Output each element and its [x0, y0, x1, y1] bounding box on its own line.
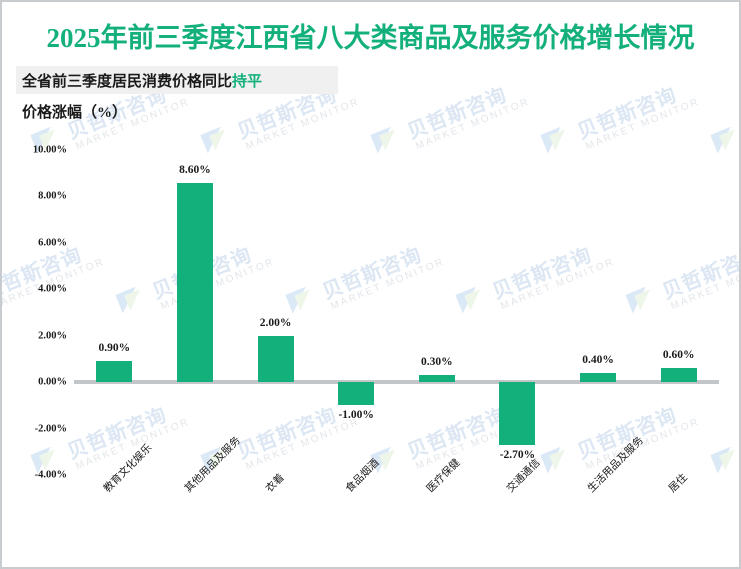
y-axis-title: 价格涨幅（%） — [22, 105, 128, 121]
x-axis-category-label: 医疗保健 — [424, 457, 463, 495]
bar — [580, 372, 617, 383]
bar — [257, 335, 294, 383]
bar-value-label: 2.00% — [259, 316, 292, 329]
bar-value-label: -2.70% — [499, 448, 536, 461]
x-axis-category-label: 居住 — [666, 472, 690, 495]
y-axis-tick-label: -4.00% — [34, 469, 67, 481]
bar-value-label: 0.90% — [98, 342, 131, 355]
bar — [176, 182, 213, 383]
bar-value-label: -1.00% — [338, 409, 374, 422]
y-axis-tick-label: 10.00% — [32, 144, 67, 156]
bar — [418, 375, 455, 383]
bar-value-label: 0.60% — [662, 349, 695, 362]
subtitle-highlight-text: 持平 — [232, 74, 263, 90]
y-axis-tick-label: 6.00% — [38, 237, 67, 249]
bar-value-label: 8.60% — [179, 163, 211, 176]
y-axis-tick-label: 4.00% — [38, 283, 67, 295]
x-axis-category-label: 食品烟酒 — [344, 457, 382, 495]
bar — [338, 382, 375, 406]
zero-axis-line — [74, 380, 719, 385]
x-axis-category-label: 其他用品及服务 — [183, 435, 243, 495]
subtitle: 全省前三季度居民消费价格同比持平 — [22, 70, 262, 91]
bar-value-label: 0.40% — [582, 353, 614, 366]
subtitle-background-band — [16, 66, 338, 94]
x-axis-category-label: 教育文化娱乐 — [102, 442, 155, 495]
plot-area: 10.00% 8.00% 6.00% 4.00% 2.00% 0.00% -2.00% -4.… — [33, 145, 719, 495]
x-axis-category-label: 衣着 — [263, 472, 287, 495]
bar — [499, 382, 536, 445]
y-axis-tick-label: 2.00% — [38, 330, 67, 342]
x-axis-category-label: 生活用品及服务 — [586, 435, 646, 495]
bar-value-label: 0.30% — [421, 356, 453, 369]
y-axis-tick-label: 0.00% — [38, 376, 67, 388]
x-axis-category-label: 交通通信 — [505, 457, 544, 495]
bar — [96, 361, 133, 383]
bar — [660, 368, 697, 383]
y-axis-tick-label: -2.00% — [34, 423, 67, 435]
subtitle-plain-text: 全省前三季度居民消费价格同比 — [22, 74, 233, 90]
y-axis-tick-label: 8.00% — [38, 190, 67, 202]
page-title: 2025年前三季度江西省八大类商品及服务价格增长情况 — [46, 23, 695, 53]
